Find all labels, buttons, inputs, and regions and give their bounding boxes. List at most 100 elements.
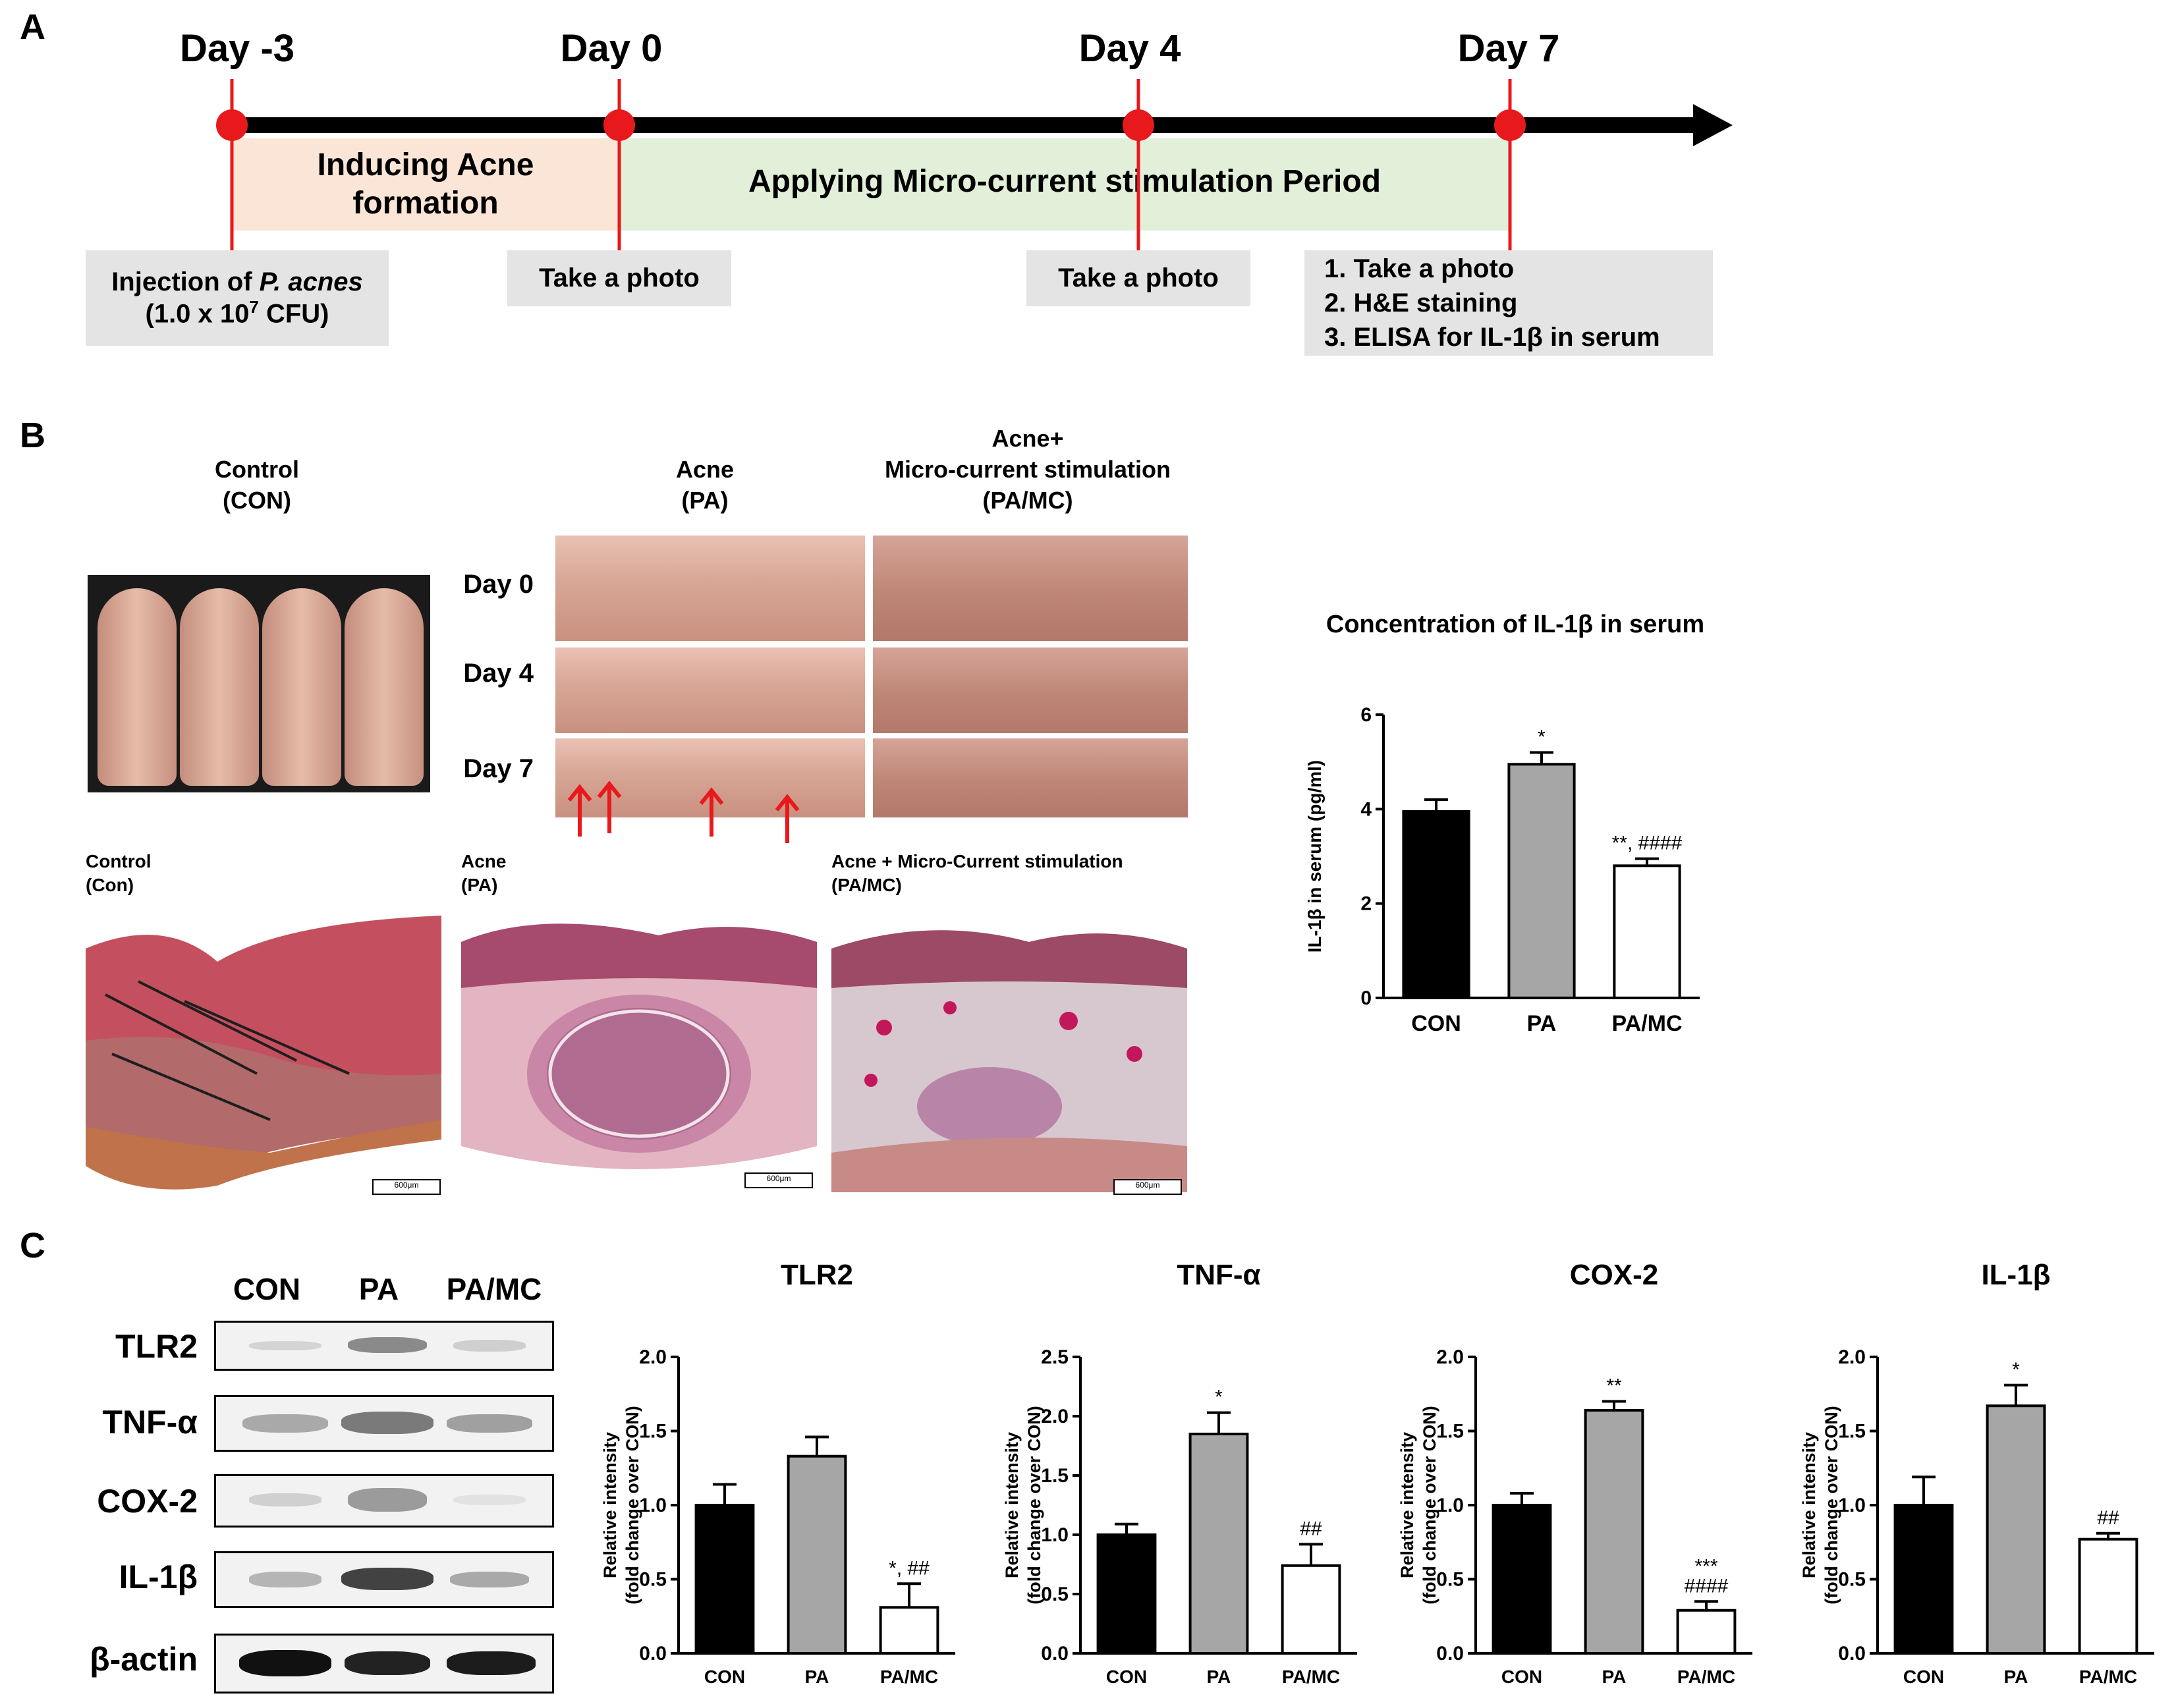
chart2-ytick-label: 2.5	[1041, 1346, 1069, 1368]
chart2-ylabel: Relative intensity (fold change over CON)	[1002, 1406, 1044, 1605]
chart2-category-2: PA/MC	[1282, 1667, 1340, 1687]
pamc-title: Acne+ Micro-current stimulation (PA/MC)	[856, 424, 1199, 516]
box-injection: Injection of P. acnes (1.0 x 107 CFU)	[86, 250, 389, 346]
blot-label-il1b: IL-1β	[119, 1558, 198, 1595]
microcurrent-phase: Applying Micro-current stimulation Perio…	[619, 138, 1510, 231]
chart3-bar-1	[1584, 1409, 1644, 1655]
blot-label-bactin: β-actin	[90, 1641, 198, 1678]
blot-il1b	[214, 1551, 554, 1608]
pamc-title-line2: Micro-current stimulation	[884, 455, 1171, 483]
phase1-line2: formation	[352, 185, 499, 221]
lesion-arrows	[567, 781, 800, 843]
chart2-annotation-2: ##	[1300, 1518, 1322, 1539]
chart3-ytick-label: 2.0	[1436, 1346, 1464, 1368]
lane-con: CON	[233, 1272, 301, 1306]
histo-label-acne: Acne (PA)	[461, 850, 506, 898]
chart-tnfa: TNF-α Relative intensity (fold change ove…	[1002, 1259, 1357, 1687]
blot-bactin	[214, 1634, 554, 1694]
acne-induction-phase: Inducing Acne formation	[232, 138, 619, 231]
chart0-annotation-1: *	[1538, 726, 1546, 748]
chart0-ytick-label: 2	[1360, 893, 1372, 915]
box1-italic: P. acnes	[259, 267, 363, 296]
chart4-bar-2	[2078, 1537, 2138, 1655]
control-title-line2: (CON)	[223, 486, 291, 514]
pamc-title-line1: Acne+	[991, 425, 1064, 452]
chart4-ylabel: Relative intensity (fold change over CON)	[1799, 1406, 1841, 1605]
scale-bar-acne: 600μm	[744, 1172, 813, 1188]
chart4-ytick-label: 0.5	[1838, 1569, 1866, 1591]
histology-acne-image	[461, 923, 817, 1169]
day-label-7: Day 7	[1457, 27, 1560, 70]
chart-tlr2: TLR2 Relative intensity (fold change over…	[600, 1259, 955, 1687]
chart0-ylabel: IL-1β in serum (pg/ml)	[1304, 760, 1325, 952]
box-photo-day4: Take a photo	[1026, 250, 1250, 306]
chart3-ytick-label: 0.5	[1436, 1569, 1464, 1591]
chart4-category-1: PA	[2004, 1667, 2028, 1687]
chart1-ylabel-line1: Relative intensity	[600, 1432, 620, 1578]
blot-label-tnfa: TNF-α	[102, 1404, 198, 1441]
chart1-category-0: CON	[704, 1667, 745, 1687]
row-label-day4: Day 4	[463, 659, 534, 688]
chart3-bar-0	[1492, 1504, 1552, 1655]
row-label-day7: Day 7	[463, 754, 534, 783]
chart3-annotation-2: ####	[1685, 1575, 1729, 1597]
chart3-annotation-2: ***	[1694, 1555, 1717, 1577]
chart2-bar-1	[1188, 1433, 1249, 1655]
chart3-ytick-label: 1.5	[1436, 1421, 1464, 1443]
chart2-category-1: PA	[1207, 1667, 1231, 1687]
arrow-4	[775, 794, 800, 843]
chart4-ylabel-line2: (fold change over CON)	[1822, 1406, 1841, 1605]
histo-label-pamc: Acne + Micro-Current stimulation (PA/MC)	[831, 850, 1123, 898]
histo-label-control-line1: Control	[86, 851, 152, 871]
chart1-ytick-label: 0.0	[639, 1643, 667, 1665]
chart0-category-2: PA/MC	[1611, 1011, 1682, 1036]
chart0-category-0: CON	[1411, 1011, 1461, 1036]
pamc-day7-photo	[871, 736, 1190, 819]
chart2-bar-0	[1096, 1533, 1157, 1655]
chart4-annotation-2: ##	[2097, 1507, 2119, 1529]
chart3-category-2: PA/MC	[1677, 1667, 1735, 1687]
row-label-day0: Day 0	[463, 570, 534, 599]
timeline-arrowhead	[1693, 104, 1733, 146]
chart4-category-2: PA/MC	[2079, 1667, 2137, 1687]
control-title: Control (CON)	[158, 455, 356, 516]
pa-day4-photo	[553, 646, 867, 735]
pa-day0-photo	[553, 534, 867, 643]
chart3-category-0: CON	[1501, 1667, 1542, 1687]
phase1-line1: Inducing Acne	[317, 148, 534, 182]
blot-label-tlr2: TLR2	[115, 1328, 198, 1365]
chart0-bar-0	[1402, 810, 1470, 999]
chart3-bar-2	[1676, 1609, 1737, 1655]
histo-label-acne-line2: (PA)	[461, 875, 498, 896]
chart4-category-0: CON	[1903, 1667, 1944, 1687]
chart2-ytick-label: 1.0	[1041, 1524, 1069, 1546]
scale-bar-control: 600μm	[372, 1179, 441, 1195]
box-photo-day0: Take a photo	[507, 250, 731, 306]
lane-pa: PA	[358, 1272, 399, 1306]
control-title-line1: Control	[215, 456, 299, 483]
box1-line2-prefix: (1.0 x 10	[145, 299, 250, 329]
chart2-title: TNF-α	[1177, 1259, 1260, 1291]
chart1-ytick-label: 0.5	[639, 1569, 667, 1591]
chart0-category-1: PA	[1527, 1011, 1557, 1036]
chart2-bar-2	[1281, 1564, 1341, 1655]
chart3-title: COX-2	[1570, 1259, 1658, 1291]
control-mice-photo	[86, 573, 432, 794]
chart2-ytick-label: 0.0	[1041, 1643, 1069, 1665]
phase2-label: Applying Micro-current stimulation Perio…	[748, 164, 1381, 199]
acne-title-line1: Acne	[675, 456, 735, 483]
chart2-ytick-label: 2.0	[1041, 1406, 1069, 1427]
histo-label-pamc-line2: (PA/MC)	[831, 875, 902, 896]
timeline-axis	[216, 79, 1733, 250]
chart-il1b-blot: IL-1β Relative intensity (fold change ove…	[1799, 1259, 2154, 1687]
acne-title-line2: (PA)	[681, 486, 729, 514]
box-day7-tasks: 1. Take a photo 2. H&E staining 3. ELISA…	[1304, 250, 1713, 356]
chart3-ytick-label: 0.0	[1436, 1643, 1464, 1665]
chart3-ylabel: Relative intensity (fold change over CON)	[1397, 1406, 1439, 1605]
chart1-category-2: PA/MC	[880, 1667, 938, 1687]
acne-title: Acne (PA)	[606, 455, 804, 516]
chart1-bar-2	[879, 1606, 939, 1655]
chart1-ylabel-line2: (fold change over CON)	[623, 1406, 642, 1605]
chart4-ytick-label: 0.0	[1838, 1643, 1866, 1665]
chart4-title: IL-1β	[1981, 1259, 2050, 1291]
